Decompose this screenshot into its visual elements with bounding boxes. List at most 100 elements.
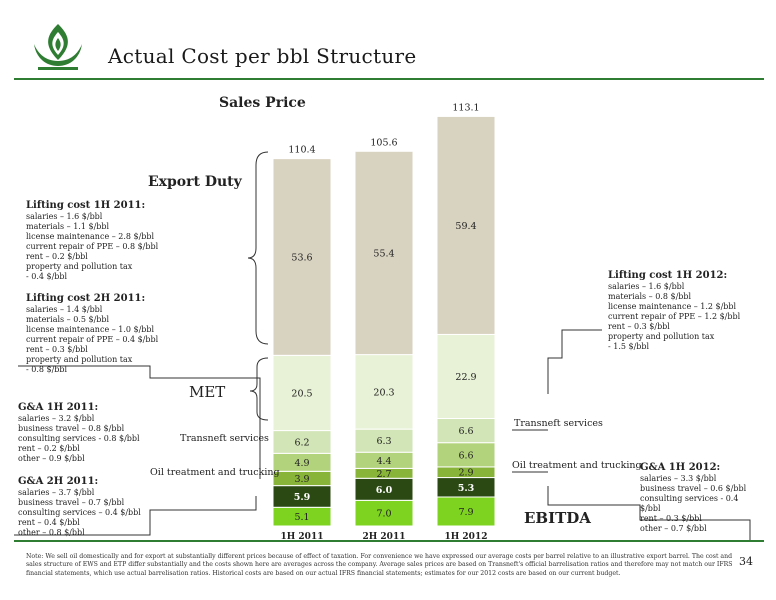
bar-total-label: 110.4: [288, 145, 315, 156]
note-line: property and pollution tax: [608, 332, 715, 341]
data-label-export_duty: 53.6: [291, 252, 312, 263]
bar-total-label: 113.1: [452, 102, 479, 113]
bar-segment-transneft: [436, 417, 496, 444]
lifting-cost-1h2012-note: Lifting cost 1H 2012: salaries – 1.6 $/b…: [608, 270, 740, 352]
data-label-lifting: 2.7: [376, 469, 391, 480]
note-line: other – 0.9 $/bbl: [18, 454, 85, 463]
data-label-oil_treatment: 6.6: [458, 450, 473, 461]
note-title: Lifting cost 1H 2012:: [608, 270, 728, 281]
note-line: rent – 0.3 $/bbl: [640, 514, 702, 523]
ga-1h2011-note: G&A 1H 2011: salaries – 3.2 $/bbl busine…: [18, 402, 140, 464]
data-label-transneft: 6.6: [458, 426, 473, 437]
note-title: Lifting cost 1H 2011:: [26, 200, 146, 211]
oil-treatment-label-left: Oil treatment and trucking: [150, 467, 280, 478]
note-line: rent – 0.2 $/bbl: [26, 252, 88, 261]
category-label: 1H 2011: [281, 532, 324, 542]
note-line: rent – 0.3 $/bbl: [26, 345, 88, 354]
ga-1h2012-note: G&A 1H 2012: salaries – 3.3 $/bbl busine…: [640, 462, 746, 534]
note-line: current repair of PPE – 0.8 $/bbl: [26, 242, 159, 251]
note-line: other – 0.7 $/bbl: [640, 524, 707, 533]
note-line: property and pollution tax: [26, 262, 133, 271]
data-label-met: 20.3: [373, 387, 394, 398]
data-label-ga: 6.0: [376, 485, 393, 496]
note-line: salaries – 3.7 $/bbl: [18, 488, 95, 497]
category-label: 1H 2012: [445, 532, 488, 542]
note-line: current repair of PPE – 0.4 $/bbl: [26, 335, 159, 344]
bar-segment-met: [272, 354, 332, 432]
sales-price-label: Sales Price: [219, 95, 306, 111]
note-line: materials – 0.8 $/bbl: [608, 292, 692, 301]
note-line: salaries – 1.6 $/bbl: [608, 282, 685, 291]
bar-segment-export_duty: [272, 158, 332, 356]
note-line: salaries – 3.2 $/bbl: [18, 414, 95, 423]
page-number: 34: [739, 555, 753, 568]
data-label-lifting: 2.9: [458, 468, 473, 479]
data-label-ga: 5.3: [458, 483, 475, 494]
note-title: G&A 1H 2012:: [640, 462, 721, 473]
category-label: 2H 2011: [363, 532, 406, 542]
met-label: MET: [189, 383, 226, 401]
note-line: current repair of PPE – 1.2 $/bbl: [608, 312, 741, 321]
note-line: license maintenance – 1.2 $/bbl: [608, 302, 737, 311]
data-label-lifting: 3.9: [294, 474, 309, 485]
company-logo: [28, 20, 88, 72]
bar-segment-oil_treatment: [436, 442, 496, 468]
note-title: G&A 2H 2011:: [18, 476, 99, 487]
data-label-export_duty: 59.4: [455, 221, 476, 232]
data-label-ga: 5.9: [294, 492, 311, 503]
lifting-cost-2h2011-note: Lifting cost 2H 2011: salaries – 1.4 $/b…: [26, 293, 158, 375]
lifting-cost-1h2011-note: Lifting cost 1H 2011: salaries – 1.6 $/b…: [26, 200, 158, 282]
note-line: business travel – 0.8 $/bbl: [18, 424, 125, 433]
footer-rule: [14, 540, 764, 542]
note-line: $/bbl: [640, 504, 661, 513]
data-label-export_duty: 55.4: [373, 248, 394, 259]
bar-segment-met: [436, 333, 496, 419]
bar-segment-export_duty: [436, 115, 496, 335]
footnote: Note: We sell oil domestically and for e…: [26, 553, 733, 577]
data-label-met: 22.9: [455, 372, 476, 383]
note-line: - 0.4 $/bbl: [26, 272, 68, 281]
note-line: license maintenance – 1.0 $/bbl: [26, 325, 155, 334]
note-line: business travel – 0.7 $/bbl: [18, 498, 125, 507]
note-line: business travel – 0.6 $/bbl: [640, 484, 747, 493]
page-title: Actual Cost per bbl Structure: [108, 44, 417, 68]
bar-segment-met: [354, 354, 414, 430]
ga-2h2011-note: G&A 2H 2011: salaries – 3.7 $/bbl busine…: [18, 476, 141, 538]
data-label-oil_treatment: 4.4: [376, 456, 391, 467]
data-label-met: 20.5: [291, 388, 312, 399]
note-line: materials – 1.1 $/bbl: [26, 222, 110, 231]
bar-total-label: 105.6: [370, 137, 397, 148]
title-underline: [14, 78, 764, 80]
data-label-transneft: 6.2: [294, 437, 309, 448]
data-label-transneft: 6.3: [376, 436, 391, 447]
note-line: license maintenance – 2.8 $/bbl: [26, 232, 155, 241]
note-line: rent – 0.3 $/bbl: [608, 322, 670, 331]
data-label-ebitda: 7.9: [458, 507, 473, 518]
bar-segment-ebitda: [354, 499, 414, 527]
note-line: salaries – 1.4 $/bbl: [26, 305, 103, 314]
data-label-oil_treatment: 4.9: [294, 458, 309, 469]
note-line: other – 0.8 $/bbl: [18, 528, 85, 537]
data-label-ebitda: 7.0: [376, 509, 391, 520]
bar-segment-export_duty: [354, 150, 414, 356]
note-line: consulting services – 0.4 $/bbl: [18, 508, 141, 517]
bar-segment-ebitda: [436, 496, 496, 527]
data-label-ebitda: 5.1: [294, 512, 309, 523]
note-line: - 1.5 $/bbl: [608, 342, 650, 351]
note-line: salaries – 3.3 $/bbl: [640, 474, 717, 483]
note-line: - 0.8 $/bbl: [26, 365, 68, 374]
note-line: consulting services - 0.8 $/bbl: [18, 434, 140, 443]
export-duty-label: Export Duty: [148, 174, 242, 190]
note-title: Lifting cost 2H 2011:: [26, 293, 146, 304]
note-line: salaries – 1.6 $/bbl: [26, 212, 103, 221]
note-line: consulting services - 0.4: [640, 494, 739, 503]
note-title: G&A 1H 2011:: [18, 402, 99, 413]
oil-treatment-label-right: Oil treatment and trucking: [512, 460, 642, 471]
transneft-services-label-right: Transneft services: [514, 418, 603, 429]
note-line: materials – 0.5 $/bbl: [26, 315, 110, 324]
note-line: property and pollution tax: [26, 355, 133, 364]
ebitda-label: EBITDA: [524, 509, 591, 527]
note-line: rent – 0.2 $/bbl: [18, 444, 80, 453]
